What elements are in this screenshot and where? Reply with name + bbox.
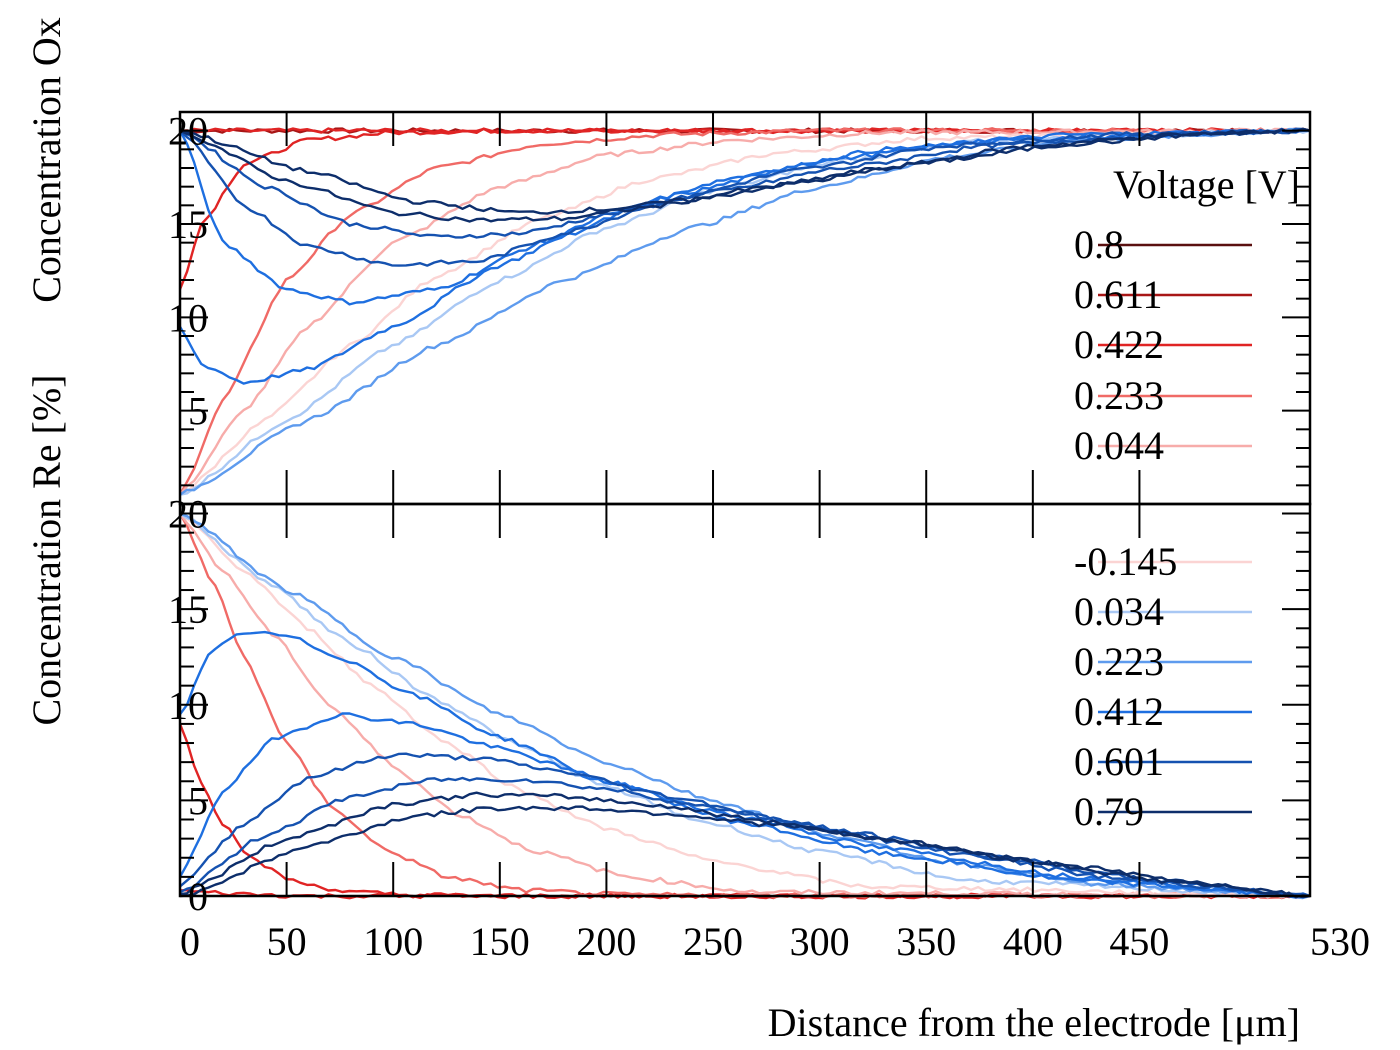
top-y-tick-label: 20 xyxy=(168,109,208,154)
bottom-series-line xyxy=(179,791,1311,899)
legend: Voltage [V] 0.8 0.611 0.422 0.233 0.044 -0.14… xyxy=(1074,162,1300,834)
top-series-line xyxy=(178,127,1311,290)
x-tick-label: 400 xyxy=(1003,919,1063,964)
bottom-y-axis-label: Concentration Re [%] xyxy=(24,375,69,726)
x-tick-label: 100 xyxy=(363,919,423,964)
top-series-line xyxy=(179,127,1311,496)
bottom-series-line xyxy=(179,512,1311,900)
bottom-plot-frame xyxy=(178,502,1312,898)
bottom-series-line xyxy=(179,776,1311,898)
bottom-y-tick-label: 20 xyxy=(168,492,208,537)
top-curves xyxy=(178,127,1311,496)
x-tick-label: 350 xyxy=(896,919,956,964)
bottom-series-line xyxy=(179,805,1311,899)
legend-title: Voltage [V] xyxy=(1113,162,1300,207)
legend-label: 0.412 xyxy=(1074,689,1164,734)
legend-label: 0.233 xyxy=(1074,373,1164,418)
legend-label: 0.611 xyxy=(1074,272,1163,317)
legend-label: 0.223 xyxy=(1074,639,1164,684)
top-series-line xyxy=(178,129,1311,306)
top-y-tick-label: 15 xyxy=(168,202,208,247)
bottom-series-line xyxy=(179,512,1311,898)
legend-label: -0.145 xyxy=(1074,539,1177,584)
top-y-tick-label: 5 xyxy=(188,389,208,434)
legend-label: 0.8 xyxy=(1074,222,1124,267)
x-tick-label: 250 xyxy=(683,919,743,964)
bottom-y-tick-label: 10 xyxy=(168,683,208,728)
legend-label: 0.034 xyxy=(1074,589,1164,634)
top-y-tick-label: 10 xyxy=(168,295,208,340)
bottom-y-tick-label: 5 xyxy=(188,778,208,823)
x-axis: 0 50 100 150 200 250 300 350 400 450 530 xyxy=(179,112,1370,964)
x-tick-label: 530 xyxy=(1310,919,1370,964)
x-tick-label: 300 xyxy=(790,919,850,964)
top-series-line xyxy=(179,127,1311,215)
top-panel: 5 10 15 20 xyxy=(168,109,1312,506)
bottom-series-line xyxy=(179,752,1311,898)
x-tick-label: 50 xyxy=(267,919,307,964)
bottom-y-tick-label: 15 xyxy=(168,587,208,632)
top-series-line xyxy=(179,127,1311,267)
top-y-axis-label: Concentration Ox xyxy=(24,17,69,303)
x-tick-label: 200 xyxy=(576,919,636,964)
x-axis-label: Distance from the electrode [μm] xyxy=(768,1000,1300,1045)
x-tick-label: 150 xyxy=(470,919,530,964)
x-tick-label: 450 xyxy=(1109,919,1169,964)
legend-label: 0.044 xyxy=(1074,423,1164,468)
x-tick-label: 0 xyxy=(180,919,200,964)
top-y-axis: 5 10 15 20 xyxy=(168,109,1310,505)
legend-label: 0.422 xyxy=(1074,322,1164,367)
legend-label: 0.601 xyxy=(1074,739,1164,784)
legend-label: 0.79 xyxy=(1074,789,1144,834)
